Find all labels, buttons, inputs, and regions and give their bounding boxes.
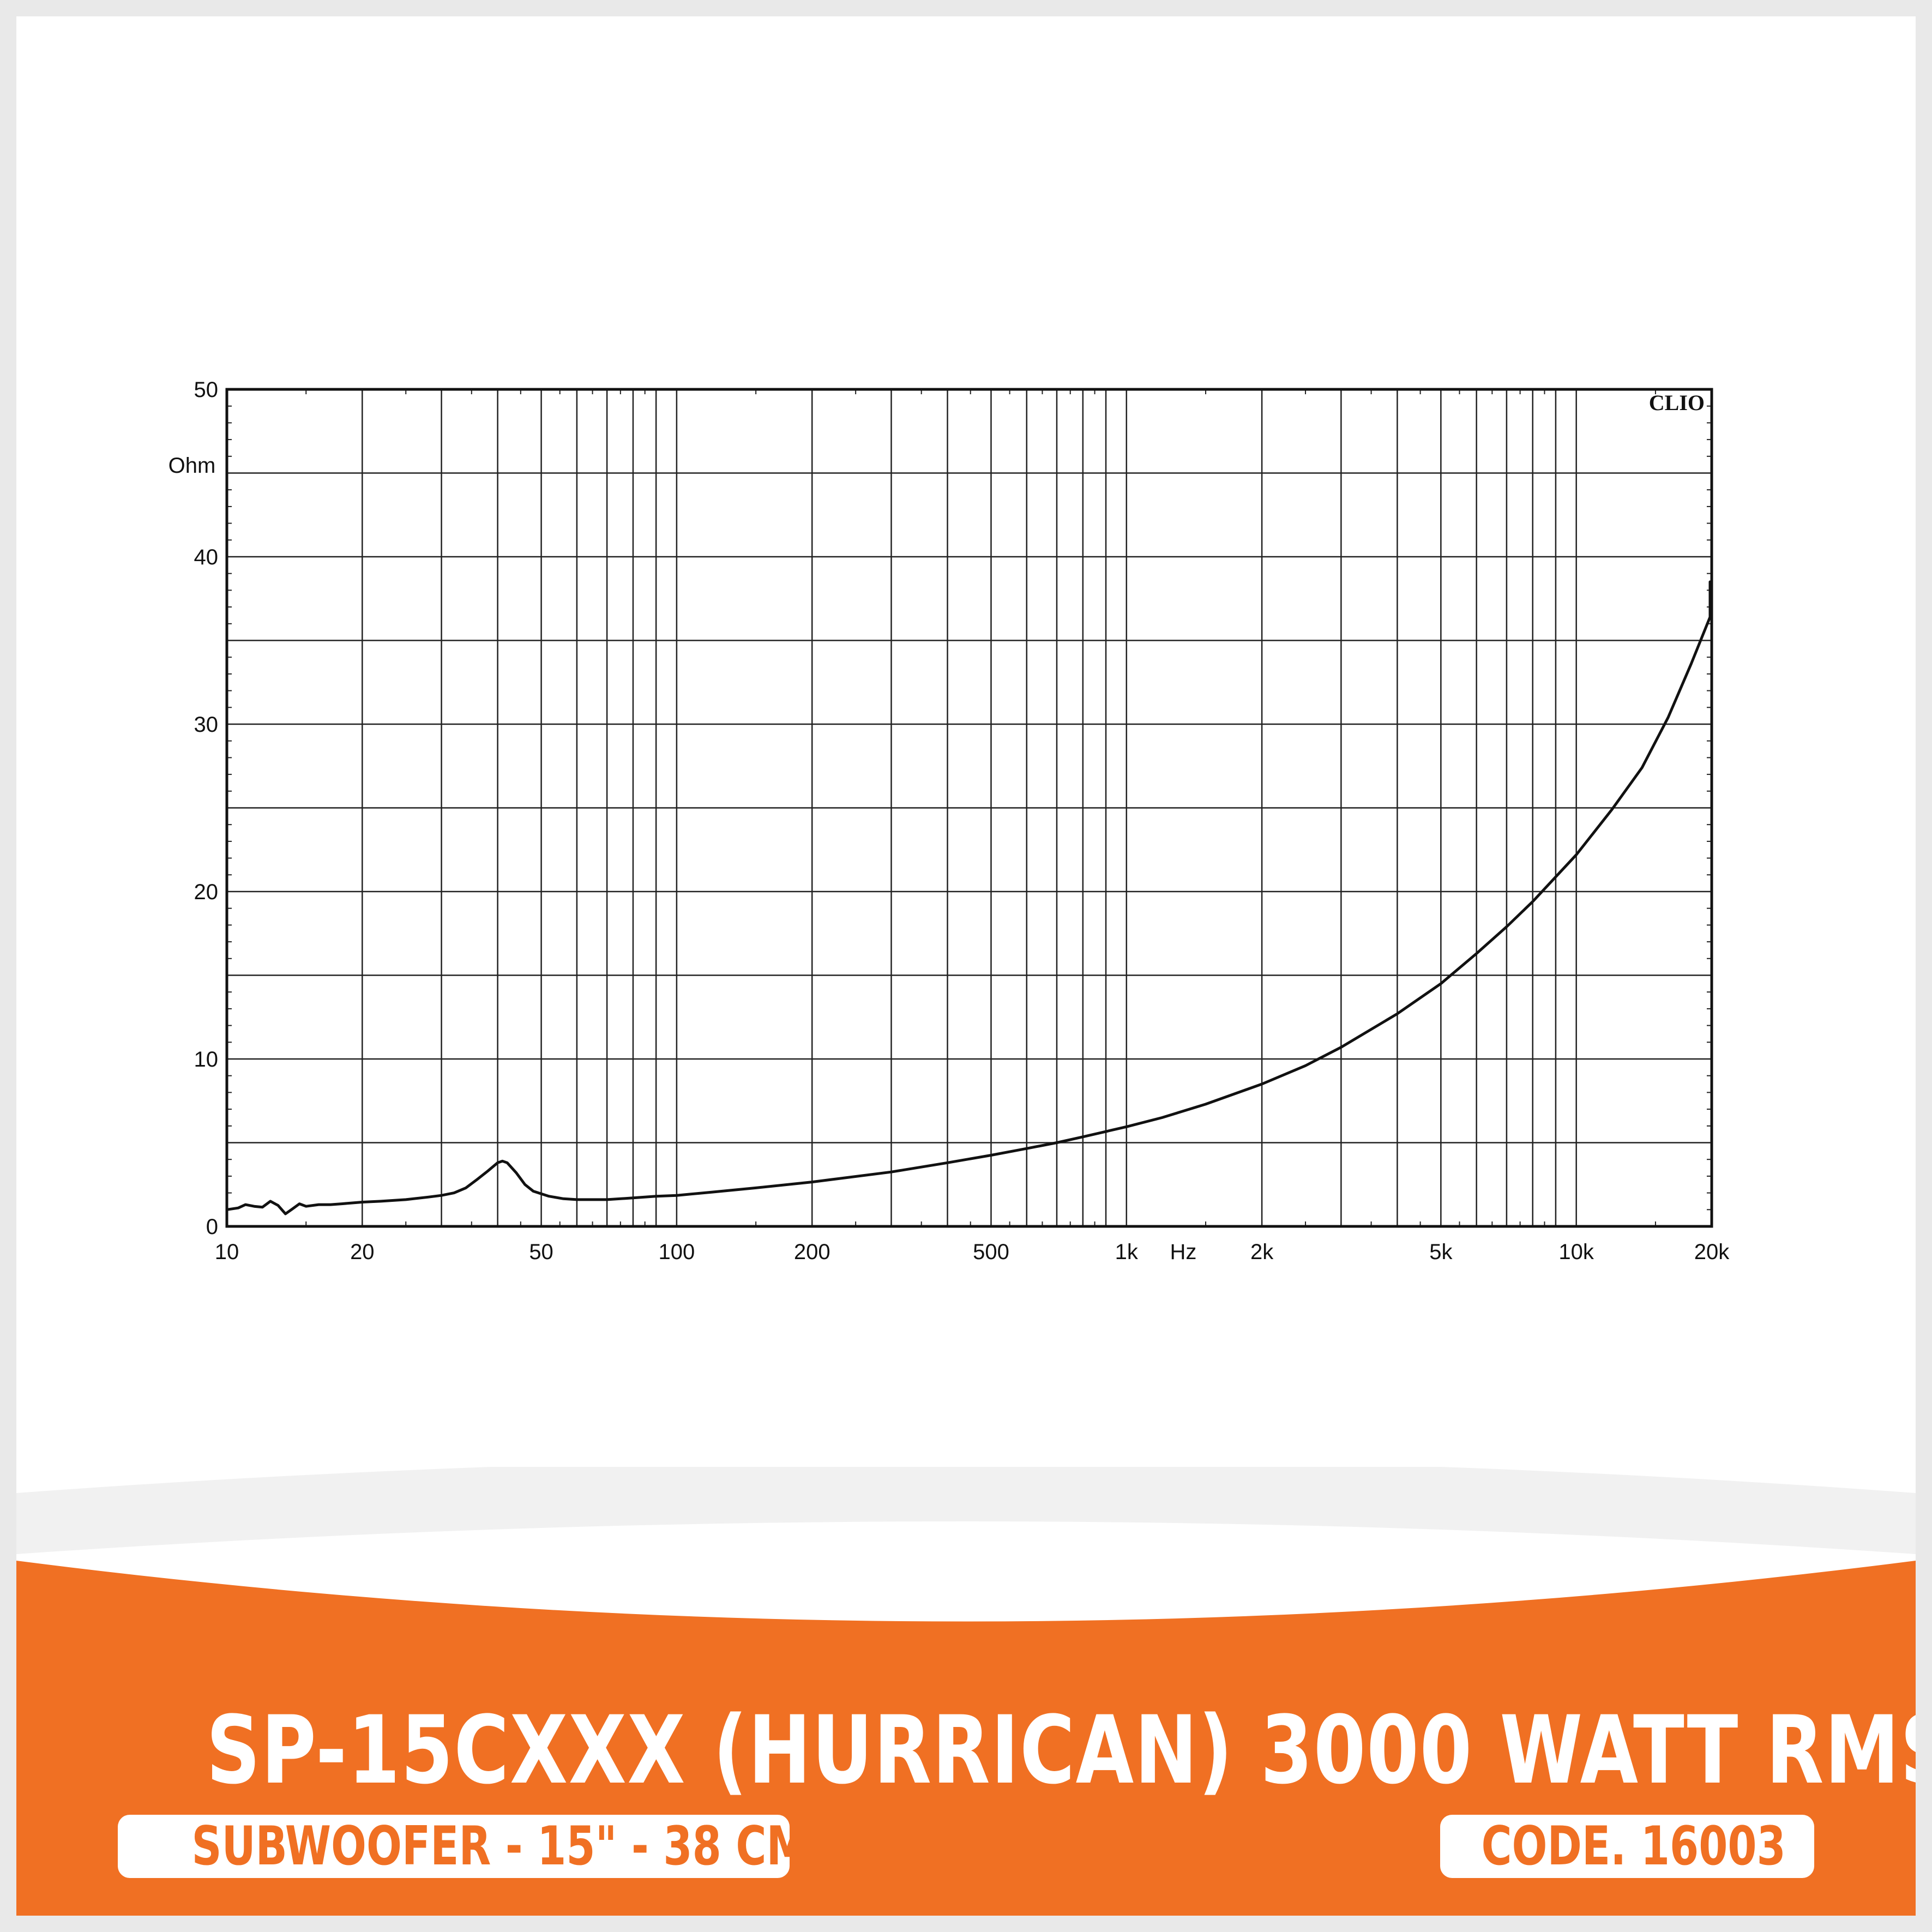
x-tick-label: 20k <box>1694 1240 1730 1264</box>
x-tick-label: 20 <box>350 1240 375 1264</box>
y-tick-label: 30 <box>194 713 219 737</box>
plot-frame <box>225 388 1713 1228</box>
x-tick-label: 10 <box>215 1240 239 1264</box>
x-tick-label: 2k <box>1250 1240 1274 1264</box>
product-title: SP-15CXXX (HURRICAN) 3000 WATT RMS <box>206 1695 1916 1805</box>
y-tick-label: 40 <box>194 545 219 569</box>
impedance-curve <box>225 580 1712 1215</box>
x-tick-label: 200 <box>794 1240 830 1264</box>
product-card: 0 10 20 30 40 50 10 20 50 100 200 500 1k 2k 5k 10k 20k … <box>16 16 1916 1916</box>
x-axis-title: Hz <box>1170 1240 1197 1264</box>
y-tick-label: 10 <box>194 1048 219 1072</box>
x-tick-label: 500 <box>973 1240 1009 1264</box>
product-code-badge: CODE. 16003 <box>1440 1815 1814 1878</box>
x-tick-labels: 10 20 50 100 200 500 1k 2k 5k 10k 20k <box>215 1240 1730 1264</box>
y-tick-label: 0 <box>206 1215 218 1239</box>
chart-ticks <box>227 389 1712 1226</box>
y-tick-labels: 0 10 20 30 40 50 <box>194 378 219 1239</box>
x-tick-label: 50 <box>529 1240 553 1264</box>
subtitle-badge: SUBWOOFER - 15" - 38 CM <box>118 1815 790 1878</box>
product-code-text: CODE. 16003 <box>1481 1815 1786 1877</box>
subtitle-text: SUBWOOFER - 15" - 38 CM <box>191 1815 790 1877</box>
x-tick-label: 5k <box>1429 1240 1453 1264</box>
x-tick-label: 10k <box>1558 1240 1594 1264</box>
clio-watermark: CLIO <box>1649 390 1705 415</box>
chart-grid <box>227 389 1712 1226</box>
y-tick-label: 20 <box>194 880 219 904</box>
y-tick-label: 50 <box>194 378 219 402</box>
y-axis-title: Ohm <box>168 454 216 478</box>
x-tick-label: 1k <box>1115 1240 1139 1264</box>
x-tick-label: 100 <box>659 1240 695 1264</box>
